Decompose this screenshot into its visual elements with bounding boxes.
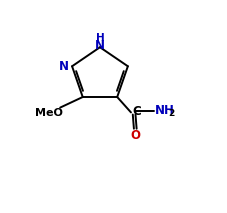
Text: C: C: [132, 105, 141, 118]
Text: 2: 2: [168, 109, 174, 118]
Text: N: N: [59, 60, 69, 73]
Text: NH: NH: [155, 104, 175, 117]
Text: O: O: [130, 129, 140, 142]
Text: MeO: MeO: [35, 108, 63, 118]
Text: H: H: [96, 33, 104, 43]
Text: N: N: [95, 39, 105, 52]
